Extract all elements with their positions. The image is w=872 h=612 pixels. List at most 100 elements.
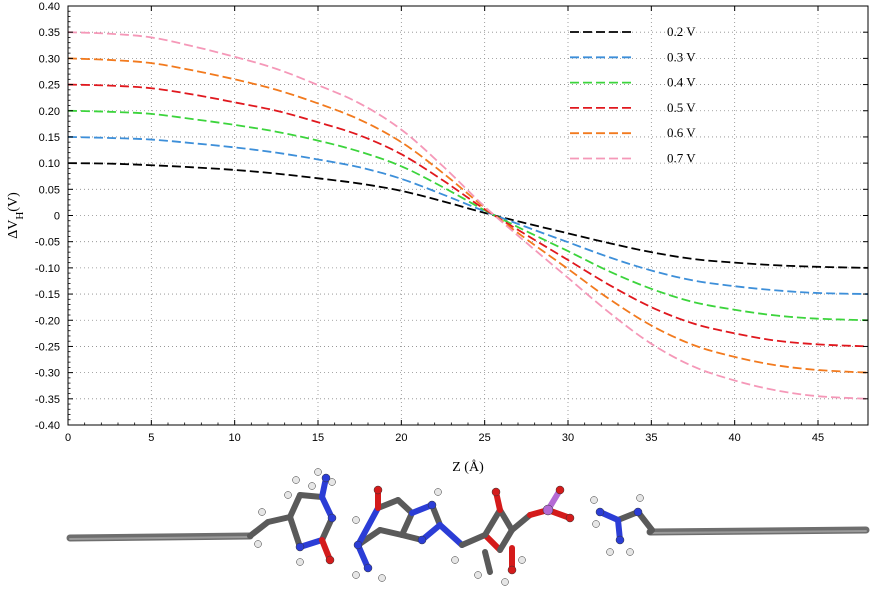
x-tick-label: 30 (562, 432, 574, 444)
bond-stick (437, 522, 465, 548)
y-tick-label: -0.25 (35, 341, 60, 353)
svg-text:ΔVH(V): ΔVH(V) (6, 192, 26, 239)
bond-stick (647, 527, 655, 535)
atom (636, 494, 644, 502)
y-tick-label: -0.35 (35, 394, 60, 406)
atom (595, 507, 605, 517)
atom (373, 485, 383, 495)
legend-label: 0.6 V (667, 125, 696, 140)
y-tick-label: 0.35 (39, 27, 60, 39)
x-tick-label: 15 (312, 432, 324, 444)
bond-stick (399, 510, 415, 538)
molecular-junction-image (66, 468, 870, 586)
atom (417, 535, 427, 545)
atom (542, 504, 554, 516)
atom (363, 563, 373, 573)
atom (615, 535, 625, 545)
atom (352, 571, 360, 579)
atom (292, 476, 300, 484)
bond-stick (287, 514, 303, 550)
bond-stick (482, 532, 503, 553)
atom (518, 556, 526, 564)
y-tick-label: 0.05 (39, 184, 60, 196)
x-tick-label: 25 (479, 432, 491, 444)
bond-stick (355, 505, 381, 548)
atom (590, 496, 598, 504)
atom (314, 468, 322, 476)
bond-stick (649, 530, 867, 534)
bond-stick (497, 507, 515, 533)
y-tick-label: -0.10 (35, 263, 60, 275)
grid-lines (68, 6, 868, 425)
bond-stick (395, 497, 415, 516)
y-tick-label: 0 (54, 211, 60, 223)
y-tick-label: 0.15 (39, 132, 60, 144)
legend-label: 0.4 V (667, 75, 696, 90)
bond-stick (247, 519, 271, 539)
atom (378, 574, 386, 582)
atom (353, 540, 363, 550)
bond-stick (497, 527, 515, 553)
atom (308, 482, 316, 490)
y-tick-label: 0.10 (39, 158, 60, 170)
y-tick-label: -0.40 (35, 420, 60, 432)
x-tick-label: 20 (395, 432, 407, 444)
atom (434, 488, 442, 496)
atom (427, 500, 437, 510)
x-tick-label: 10 (229, 432, 241, 444)
y-tick-label: -0.30 (35, 368, 60, 380)
atom (491, 487, 501, 497)
atom (592, 520, 600, 528)
atom (474, 571, 482, 579)
bond-stick (287, 492, 303, 520)
bond-stick (377, 527, 405, 538)
atom (328, 478, 336, 486)
x-tick-label: 0 (65, 432, 71, 444)
bond-stick (375, 497, 401, 511)
bond-stick (265, 514, 293, 525)
y-tick-label: 0.25 (39, 80, 60, 92)
series-lines (67, 31, 869, 400)
bond-stick (482, 507, 503, 538)
axis-ticks: 0 5 10 15 20 25 30 35 40 45 0.40 0.35 0.30 0.25 0.20 0.… (35, 1, 868, 444)
legend: 0.2 V 0.3 V 0.4 V 0.5 V 0.6 V 0.7 V (570, 24, 696, 166)
atom (254, 540, 262, 548)
series-line-5 (67, 57, 869, 374)
y-tick-label: -0.15 (35, 289, 60, 301)
series-line-6 (67, 31, 869, 400)
atom (325, 555, 335, 565)
x-tick-label: 45 (812, 432, 824, 444)
y-tick-label: 0.20 (39, 106, 60, 118)
y-axis-title-subscript: H (14, 212, 26, 220)
x-tick-label: 35 (645, 432, 657, 444)
bond-stick (482, 549, 493, 575)
atom (565, 513, 575, 523)
atom (626, 548, 634, 556)
bond-stick (509, 512, 533, 533)
legend-label: 0.3 V (667, 49, 696, 64)
atom (606, 548, 614, 556)
y-tick-label: -0.20 (35, 315, 60, 327)
atom (507, 565, 517, 575)
y-axis-title: ΔVH(V) (6, 192, 26, 239)
y-tick-label: -0.05 (35, 237, 60, 249)
atom (327, 513, 337, 523)
y-tick-label: 0.30 (39, 53, 60, 65)
series-line-3 (67, 109, 869, 322)
x-axis-title: Z (Å) (452, 459, 484, 475)
bond-stick (297, 492, 325, 500)
y-axis-title-main: ΔV (6, 220, 21, 239)
atom (633, 507, 643, 517)
atom (352, 516, 360, 524)
atom (451, 556, 459, 564)
atom (555, 485, 565, 495)
legend-label: 0.7 V (667, 151, 696, 166)
x-tick-label: 5 (148, 432, 154, 444)
legend-label: 0.5 V (667, 100, 696, 115)
atom (295, 542, 305, 552)
y-axis-title-unit: (V) (6, 192, 21, 212)
series-line-4 (67, 83, 869, 348)
atom (258, 508, 266, 516)
atom (284, 491, 292, 499)
